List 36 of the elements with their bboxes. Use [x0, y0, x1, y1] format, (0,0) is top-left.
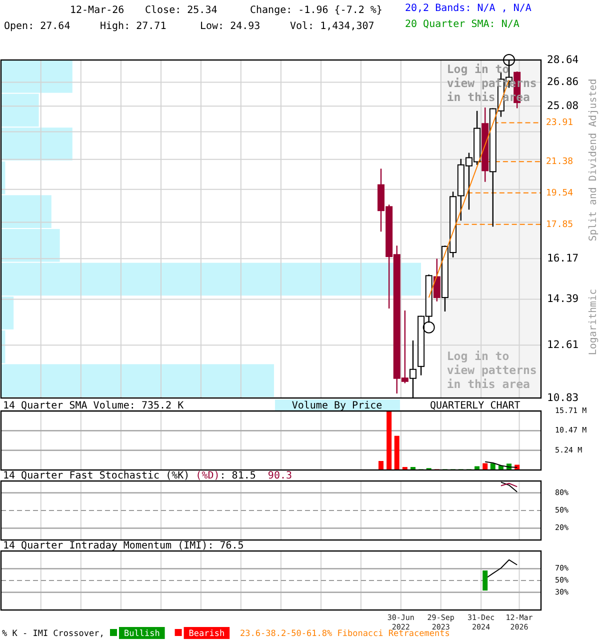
text: Open: 27.64 [4, 21, 70, 32]
y-tick-label: 10.83 [547, 392, 579, 404]
annotation: Log in to view patterns in this area [446, 349, 537, 391]
chart-title: 14 Quarter SMA Volume: 735.2 K [3, 400, 184, 412]
chart-title: 14 Quarter Fast Stochastic [3, 470, 160, 482]
text: (%D) [190, 470, 220, 482]
legend-label: Bullish [124, 629, 160, 639]
text: 23.6-38.2-50-61.8% Fibonacci Retracements [240, 629, 450, 639]
annotation: QUARTERLY CHART [430, 400, 520, 412]
chart-title: 14 Quarter Intraday Momentum (IMI): 76.5 [3, 540, 244, 552]
text: 20 Quarter SMA: N/A [405, 19, 520, 30]
y-tick-label: 14.39 [547, 293, 579, 306]
text: Change: -1.96 {-7.2 %} [250, 5, 382, 16]
y-tick-label: 12.61 [547, 338, 579, 351]
y-axis-title: Split and Dividend Adjusted [588, 78, 599, 242]
text: (%K) [160, 470, 190, 482]
text: Logarithmic [588, 288, 599, 356]
y-tick-label: 26.86 [547, 76, 579, 88]
text: 20,2 Bands: N/A , N/A [405, 3, 532, 14]
y-tick-label: 25.08 [547, 100, 579, 112]
ref-line-label: 21.38 [546, 157, 574, 168]
text: Close: 25.34 [145, 5, 218, 16]
text: Vol: 1,434,307 [290, 21, 374, 32]
legend-title: % K - IMI Crossover, [2, 629, 104, 639]
text: Low: 24.93 [200, 21, 260, 32]
ref-line-label: 17.85 [546, 220, 574, 230]
text: High: 27.71 [100, 21, 166, 32]
y-tick-label: 28.64 [547, 54, 579, 66]
annotation: : 81.5 [220, 470, 256, 482]
text: 12-Mar-26 [70, 5, 124, 16]
annotation: 90.3 [256, 470, 292, 482]
y-tick-label: 16.17 [547, 252, 579, 265]
legend-label: Bearish [188, 629, 225, 639]
ref-line-label: 19.54 [546, 188, 574, 198]
text: Volume By Price [292, 400, 382, 412]
ref-line-label: 23.91 [546, 118, 574, 128]
